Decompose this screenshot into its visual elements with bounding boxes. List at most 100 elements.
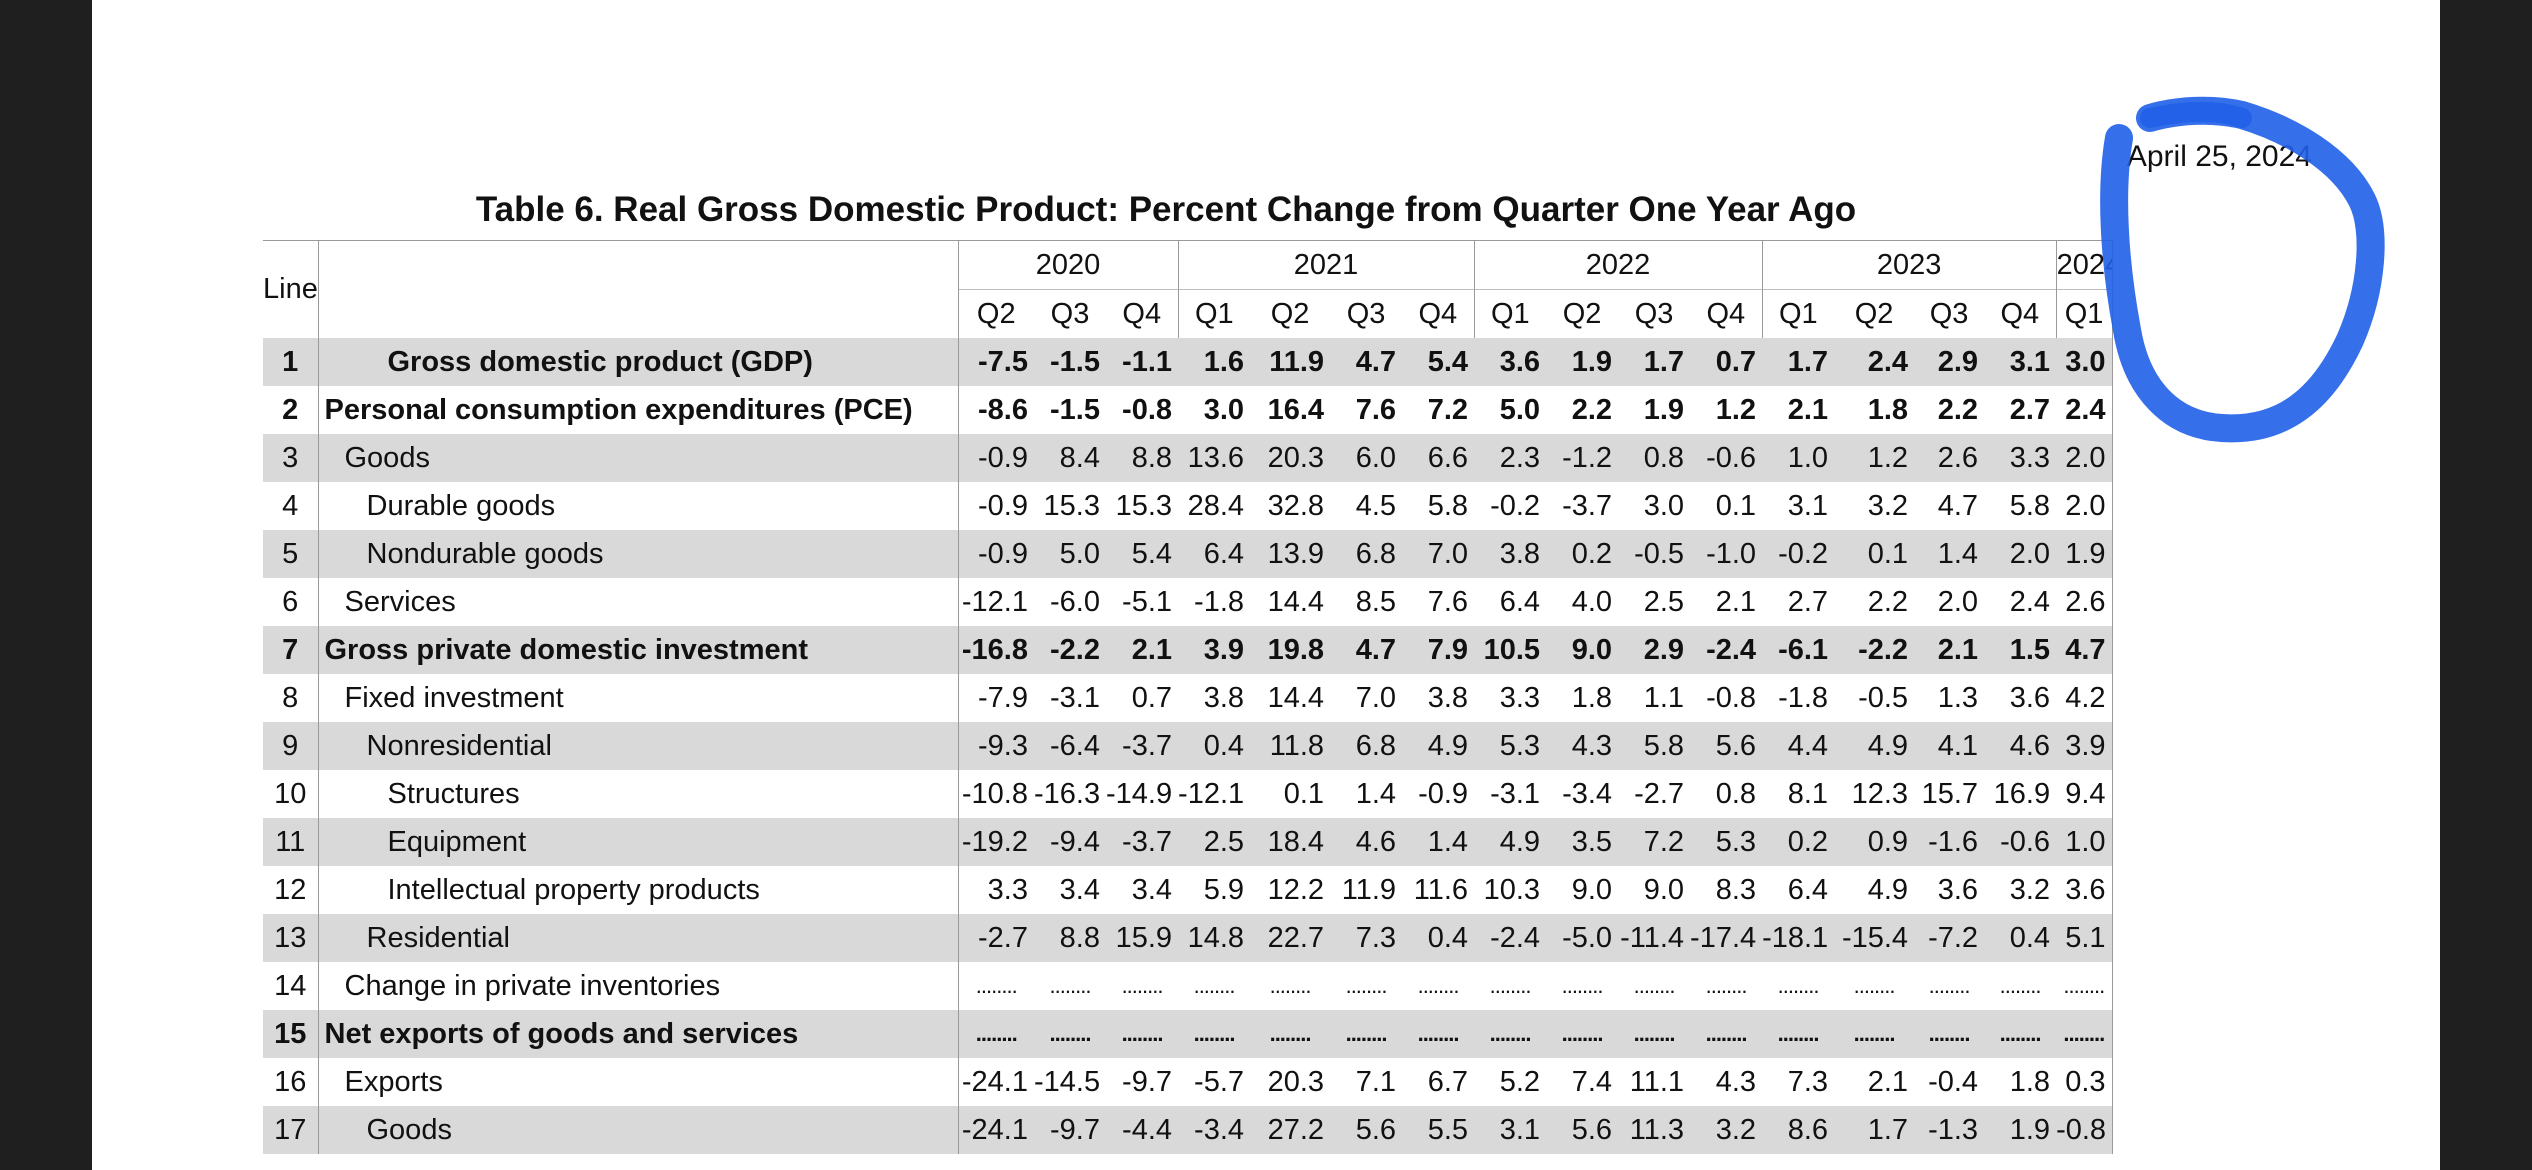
row-label: Durable goods xyxy=(318,482,959,530)
value-cell: 2.1 xyxy=(1787,393,1829,426)
table-row: 16 Exports -24.1 -14.5 -9.7 -5.7 20.3 7.1 6.7 5.2… xyxy=(263,1058,2112,1106)
value-cell: 3.0 xyxy=(1643,489,1685,522)
value-cell: 10.5 xyxy=(1474,626,1547,674)
value-cell: 11.9 xyxy=(1250,338,1331,386)
year-header: 2024 xyxy=(2055,240,2113,290)
line-number: 12 xyxy=(263,866,319,914)
value-cell: 4.9 xyxy=(1474,818,1547,866)
line-number: 9 xyxy=(263,722,319,770)
value-cell: ........ xyxy=(1914,1010,1985,1058)
value-cell: 4.1 xyxy=(1914,722,1985,770)
value-cell: 4.7 xyxy=(2056,626,2113,674)
year-header-row: Line 2020 2021 2022 2023 2024 Line xyxy=(263,240,2113,338)
value-cell: 7.2 xyxy=(1427,393,1469,426)
value-cell: 0.8 xyxy=(1618,434,1691,482)
value-cell: ........ xyxy=(1777,973,1820,998)
line-number: 1 xyxy=(263,338,319,386)
value-cell: 1.9 xyxy=(1546,338,1619,386)
value-cell: -2.4 xyxy=(1690,626,1763,674)
quarter-header: Q4 xyxy=(1402,289,1475,338)
value-cell: ........ xyxy=(1106,1010,1179,1058)
value-cell: 3.9 xyxy=(2056,722,2113,770)
value-cell: 3.2 xyxy=(2009,873,2051,906)
value-cell: -3.4 xyxy=(1562,777,1613,810)
value-cell: 1.4 xyxy=(1914,530,1985,578)
value-cell: 6.7 xyxy=(1427,1065,1469,1098)
row-label: Residential xyxy=(318,914,959,962)
value-cell: 5.1 xyxy=(2056,914,2113,962)
value-cell: 3.1 xyxy=(1787,489,1829,522)
value-cell: -24.1 xyxy=(961,1065,1028,1098)
value-cell: 2.0 xyxy=(1937,585,1979,618)
value-cell: 3.6 xyxy=(1474,338,1547,386)
value-cell: 5.4 xyxy=(1402,338,1475,386)
value-cell: 4.7 xyxy=(1937,489,1979,522)
table-row: 12 Intellectual property products 3.3 3.4 3.… xyxy=(263,866,2112,914)
value-cell: 7.0 xyxy=(1355,681,1397,714)
value-cell: 12.3 xyxy=(1851,777,1909,810)
value-cell: -4.4 xyxy=(1106,1106,1179,1154)
quarter-header: Q1 xyxy=(1177,289,1251,338)
value-cell: 4.7 xyxy=(1330,338,1403,386)
row-label: Goods xyxy=(318,1106,959,1154)
value-cell: -6.1 xyxy=(1762,626,1835,674)
table-row: 2 Personal consumption expenditures (PCE)… xyxy=(263,386,2112,434)
value-cell: ........ xyxy=(1121,973,1164,998)
value-cell: 4.9 xyxy=(1402,722,1475,770)
value-cell: 22.7 xyxy=(1250,914,1331,962)
value-cell: 2.3 xyxy=(1474,434,1547,482)
value-cell: 0.4 xyxy=(1178,722,1251,770)
value-cell: -7.2 xyxy=(1914,914,1985,962)
value-cell: -0.2 xyxy=(1762,530,1835,578)
value-cell: 0.4 xyxy=(1402,914,1475,962)
value-cell: -1.0 xyxy=(1690,530,1763,578)
value-cell: 1.1 xyxy=(1643,681,1685,714)
report-page: April 25, 2024 Table 6. Real Gross Domes… xyxy=(92,0,2440,1170)
value-cell: 5.4 xyxy=(1106,530,1179,578)
row-label: Nondurable goods xyxy=(318,530,959,578)
value-cell: 1.3 xyxy=(1937,681,1979,714)
value-cell: 1.7 xyxy=(1618,338,1691,386)
value-cell: ........ xyxy=(1690,1010,1763,1058)
value-cell: 3.6 xyxy=(2009,681,2051,714)
value-cell: 4.5 xyxy=(1355,489,1397,522)
value-cell: ........ xyxy=(1561,973,1604,998)
value-cell: 4.4 xyxy=(1762,722,1835,770)
value-cell: ........ xyxy=(1330,1010,1403,1058)
value-cell: ........ xyxy=(1402,1010,1475,1058)
row-label: Personal consumption expenditures (PCE) xyxy=(318,386,959,434)
value-cell: 3.0 xyxy=(1203,393,1245,426)
value-cell: 2.9 xyxy=(1914,338,1985,386)
value-cell: -0.5 xyxy=(1618,530,1691,578)
value-cell: 14.8 xyxy=(1178,914,1251,962)
value-cell: 27.2 xyxy=(1250,1106,1331,1154)
value-cell: 7.2 xyxy=(1618,818,1691,866)
table-row: 15 Net exports of goods and services.....… xyxy=(263,1010,2113,1058)
value-cell: -10.8 xyxy=(961,777,1028,810)
value-cell: -0.2 xyxy=(1490,489,1541,522)
value-cell: -6.0 xyxy=(1050,585,1100,618)
value-cell: 12.2 xyxy=(1267,873,1325,906)
value-cell: -0.8 xyxy=(1122,393,1173,426)
value-cell: 8.4 xyxy=(1034,434,1106,482)
value-cell: ........ xyxy=(1928,973,1971,998)
value-cell: 15.9 xyxy=(1106,914,1179,962)
value-cell: 7.6 xyxy=(1355,393,1397,426)
year-header: 2021 xyxy=(1177,240,1475,290)
row-label: Gross private domestic investment xyxy=(318,626,959,674)
value-cell: 7.9 xyxy=(1402,626,1475,674)
value-cell: 6.4 xyxy=(1499,585,1541,618)
value-cell: 5.8 xyxy=(2009,489,2051,522)
line-number: 10 xyxy=(263,770,319,818)
value-cell: 0.2 xyxy=(1546,530,1619,578)
line-number: 17 xyxy=(263,1106,319,1154)
value-cell: 4.3 xyxy=(1715,1065,1757,1098)
value-cell: 3.2 xyxy=(1690,1106,1763,1154)
value-cell: 1.7 xyxy=(1762,338,1835,386)
value-cell: ........ xyxy=(975,973,1018,998)
line-number: 16 xyxy=(263,1058,319,1106)
value-cell: 15.3 xyxy=(1115,489,1173,522)
value-cell: -3.7 xyxy=(1106,722,1179,770)
gdp-table: Line 2020 2021 2022 2023 2024 Line Q2Q3Q… xyxy=(263,240,2113,1154)
value-cell: 2.5 xyxy=(1643,585,1685,618)
